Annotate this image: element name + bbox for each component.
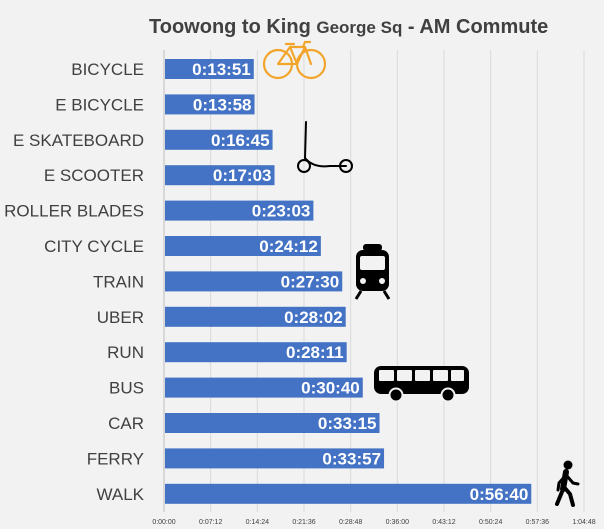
x-tick-label: 0:07:12 bbox=[199, 519, 222, 526]
value-label: 0:24:12 bbox=[259, 237, 318, 256]
value-label: 0:33:57 bbox=[322, 449, 381, 468]
walking-person-icon bbox=[555, 460, 580, 507]
category-label: E SCOOTER bbox=[44, 166, 144, 185]
category-label: TRAIN bbox=[93, 272, 144, 291]
value-labels: 0:13:51 0:13:58 0:16:45 0:17:03 0:23:03 0:24:… bbox=[192, 60, 528, 504]
bicycle-icon bbox=[262, 40, 327, 80]
bus-icon bbox=[374, 366, 469, 403]
category-label: UBER bbox=[97, 308, 144, 327]
x-tick-label: 0:14:24 bbox=[246, 519, 269, 526]
bar bbox=[165, 94, 255, 115]
bar bbox=[165, 413, 380, 433]
value-label: 0:13:58 bbox=[193, 95, 252, 114]
value-label: 0:28:02 bbox=[284, 308, 343, 327]
category-label: BUS bbox=[109, 379, 144, 398]
value-label: 0:27:30 bbox=[281, 272, 340, 291]
category-label: E SKATEBOARD bbox=[13, 131, 144, 150]
category-labels: BICYCLE E BICYCLE E SKATEBOARD E SCOOTER ROL… bbox=[4, 60, 145, 504]
value-label: 0:30:40 bbox=[301, 379, 360, 398]
category-label: RUN bbox=[107, 343, 144, 362]
value-label: 0:17:03 bbox=[213, 166, 272, 185]
chart-title: Toowong to King George Sq - AM Commute bbox=[149, 16, 548, 38]
bar bbox=[165, 271, 343, 292]
x-tick-label: 0:50:24 bbox=[479, 519, 502, 526]
category-label: BICYCLE bbox=[71, 60, 144, 79]
title-part-1: Toowong to King bbox=[149, 16, 316, 38]
bar bbox=[165, 200, 314, 221]
bar bbox=[165, 483, 532, 504]
title-part-2: George Sq bbox=[316, 18, 402, 37]
bars bbox=[165, 59, 532, 504]
value-label: 0:23:03 bbox=[252, 202, 311, 221]
gridlines bbox=[210, 50, 585, 512]
category-label: ROLLER BLADES bbox=[4, 202, 144, 221]
value-label: 0:13:51 bbox=[192, 60, 251, 79]
category-label: CAR bbox=[108, 414, 144, 433]
bar bbox=[165, 59, 254, 79]
x-tick-label: 0:43:12 bbox=[432, 519, 455, 526]
x-tick-label: 0:21:36 bbox=[292, 519, 315, 526]
x-tick-labels: 0:00:00 0:07:12 0:14:24 0:21:36 0:28:48 0:36:… bbox=[152, 519, 595, 526]
value-label: 0:33:15 bbox=[318, 414, 377, 433]
bar bbox=[165, 342, 347, 363]
train-icon bbox=[354, 244, 391, 300]
title-part-3: - AM Commute bbox=[402, 16, 548, 38]
x-tick-label: 0:28:48 bbox=[339, 519, 362, 526]
value-label: 0:56:40 bbox=[470, 485, 529, 504]
value-label: 0:16:45 bbox=[211, 131, 270, 150]
bar bbox=[165, 129, 273, 150]
bar bbox=[165, 236, 321, 256]
scooter-icon bbox=[297, 121, 353, 173]
bar bbox=[165, 165, 275, 186]
x-tick-label: 1:04:48 bbox=[572, 519, 595, 526]
category-label: WALK bbox=[96, 485, 144, 504]
category-label: FERRY bbox=[87, 449, 144, 468]
category-label: CITY CYCLE bbox=[44, 237, 144, 256]
bar bbox=[165, 377, 363, 398]
x-tick-label: 0:36:00 bbox=[386, 519, 409, 526]
x-tick-label: 0:00:00 bbox=[152, 519, 175, 526]
value-label: 0:28:11 bbox=[286, 343, 344, 362]
bar bbox=[165, 448, 385, 469]
bar bbox=[165, 306, 346, 327]
x-tick-label: 0:57:36 bbox=[526, 519, 549, 526]
category-label: E BICYCLE bbox=[55, 95, 144, 114]
